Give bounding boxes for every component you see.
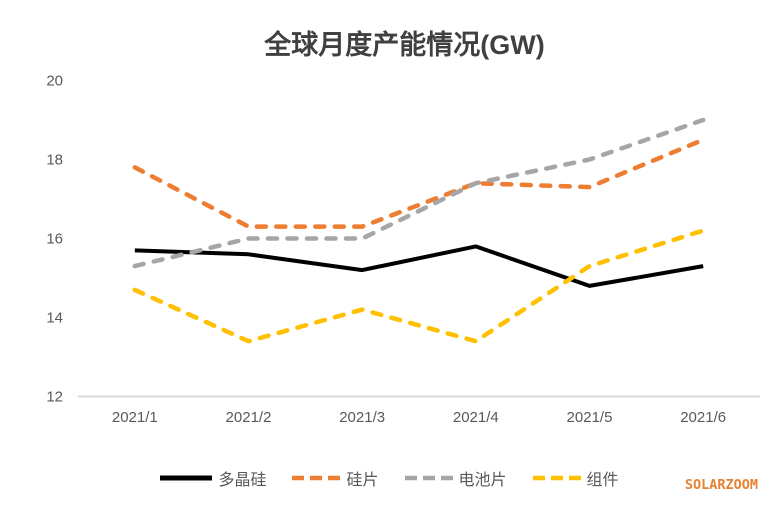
line-chart-canvas: 20 18 16 14 12 2021/1 2021/2 2021/3 2021/4 2021/5… (46, 73, 760, 426)
legend-item-硅片: 硅片 (292, 466, 379, 490)
series-line-电池片 (132, 117, 706, 269)
y-axis-tick-label: 20 (46, 73, 63, 90)
legend-label-硅片: 硅片 (346, 472, 379, 489)
y-axis-tick-label: 18 (46, 152, 63, 169)
x-axis-tick-label: 2021/5 (567, 409, 613, 426)
x-axis-tick-label: 2021/4 (453, 409, 499, 426)
legend-swatch-组件 (532, 475, 581, 481)
legend-label-多晶硅: 多晶硅 (218, 472, 267, 489)
chart-title: 全球月度产能情况(GW) (264, 30, 545, 60)
legend-item-电池片: 电池片 (404, 466, 507, 490)
y-axis-tick-label: 12 (46, 389, 63, 406)
x-axis-tick-label: 2021/6 (680, 409, 726, 426)
legend-item-组件: 组件 (532, 466, 619, 490)
series-line-硅片 (132, 137, 706, 229)
series-line-多晶硅 (134, 244, 704, 288)
legend-label-组件: 组件 (586, 472, 619, 489)
solarzoom-watermark: SOLARZOOM (684, 477, 758, 493)
legend-swatch-硅片 (292, 475, 341, 481)
x-axis-tick-label: 2021/2 (226, 409, 272, 426)
series-line-组件 (132, 228, 706, 344)
legend-swatch-电池片 (404, 475, 453, 481)
x-axis-tick-label: 2021/1 (112, 409, 158, 426)
x-axis-tick-label: 2021/3 (339, 409, 385, 426)
chart-legend: 多晶硅 硅片 电池片 组件 (0, 466, 779, 490)
legend-swatch-多晶硅 (160, 475, 213, 481)
y-axis-tick-label: 16 (46, 231, 63, 248)
y-axis-tick-label: 14 (46, 310, 63, 327)
legend-label-电池片: 电池片 (458, 472, 507, 489)
legend-item-多晶硅: 多晶硅 (160, 466, 266, 490)
